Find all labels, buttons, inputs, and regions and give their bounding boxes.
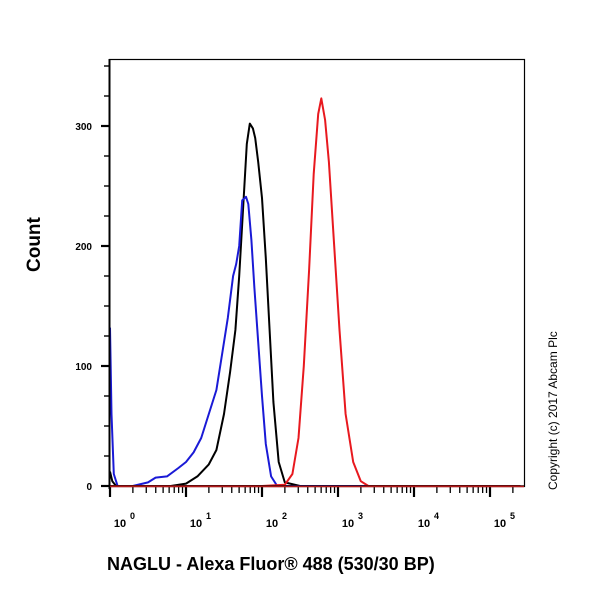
x-tick-label: 10	[418, 518, 430, 530]
histogram-curves	[109, 97, 521, 487]
x-axis-label: NAGLU - Alexa Fluor® 488 (530/30 BP)	[107, 554, 435, 574]
x-tick-label: 10	[114, 518, 126, 530]
histogram-series	[109, 195, 521, 487]
x-tick-exponent: 3	[358, 511, 363, 521]
y-tick-label: 200	[75, 242, 92, 253]
histogram-series	[109, 122, 521, 487]
x-tick-exponent: 0	[130, 511, 135, 521]
x-tick-label: 10	[266, 518, 278, 530]
copyright-annotation: Copyright (c) 2017 Abcam Plc	[546, 331, 560, 490]
histogram-series	[110, 97, 521, 487]
x-tick-exponent: 1	[206, 511, 211, 521]
y-tick-label: 100	[75, 362, 92, 373]
x-tick-label: 10	[190, 518, 202, 530]
x-tick-label: 10	[342, 518, 354, 530]
y-tick-label: 0	[86, 482, 92, 493]
y-axis-label: Count	[24, 217, 45, 272]
x-axis-ticks: 10 0 10 1 10 2 10 3 10 4 10 5	[108, 486, 515, 530]
x-tick-label: 10	[494, 518, 506, 530]
y-axis-ticks: 0 100 200 300	[75, 65, 109, 493]
x-tick-exponent: 4	[434, 511, 439, 521]
x-tick-exponent: 2	[282, 511, 287, 521]
x-tick-exponent: 5	[510, 511, 515, 521]
y-tick-label: 300	[75, 122, 92, 133]
